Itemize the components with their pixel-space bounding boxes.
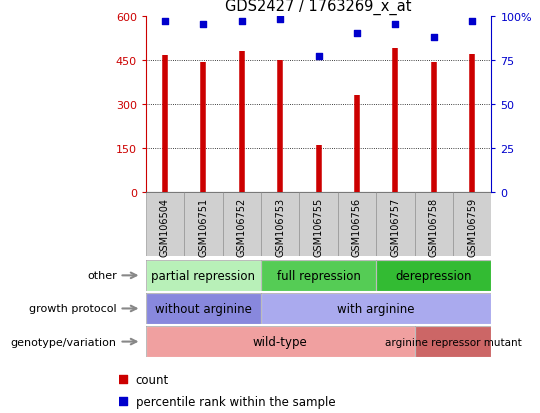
Point	[314, 54, 323, 60]
Point	[118, 398, 127, 405]
Text: full repression: full repression	[276, 269, 361, 282]
Text: GSM106758: GSM106758	[429, 197, 439, 256]
Point	[238, 19, 246, 25]
Bar	[338, 192, 376, 256]
Text: percentile rank within the sample: percentile rank within the sample	[136, 395, 335, 408]
Point	[161, 19, 170, 25]
Point	[468, 19, 476, 25]
Bar	[261, 192, 299, 256]
Point	[199, 22, 208, 28]
Text: GSM106504: GSM106504	[160, 197, 170, 256]
Bar	[453, 192, 491, 256]
Text: count: count	[136, 373, 169, 386]
Text: GSM106756: GSM106756	[352, 197, 362, 256]
Bar	[184, 192, 222, 256]
Bar	[146, 192, 184, 256]
Bar	[415, 192, 453, 256]
Text: GSM106759: GSM106759	[467, 197, 477, 256]
Text: GSM106753: GSM106753	[275, 197, 285, 256]
Text: growth protocol: growth protocol	[29, 304, 117, 314]
Point	[429, 34, 438, 41]
Text: GSM106751: GSM106751	[198, 197, 208, 256]
Text: genotype/variation: genotype/variation	[11, 337, 117, 347]
Text: GSM106757: GSM106757	[390, 197, 400, 256]
Text: GSM106755: GSM106755	[314, 197, 323, 256]
Point	[391, 22, 400, 28]
Title: GDS2427 / 1763269_x_at: GDS2427 / 1763269_x_at	[225, 0, 412, 15]
Point	[276, 17, 285, 23]
Bar	[376, 192, 415, 256]
Text: with arginine: with arginine	[338, 302, 415, 315]
Text: other: other	[87, 271, 117, 281]
Text: without arginine: without arginine	[155, 302, 252, 315]
Point	[353, 31, 361, 38]
Text: partial repression: partial repression	[151, 269, 255, 282]
Bar	[222, 192, 261, 256]
Point	[118, 376, 127, 382]
Text: derepression: derepression	[395, 269, 472, 282]
Bar	[299, 192, 338, 256]
Text: GSM106752: GSM106752	[237, 197, 247, 256]
Text: wild-type: wild-type	[253, 335, 308, 348]
Text: arginine repressor mutant: arginine repressor mutant	[384, 337, 522, 347]
